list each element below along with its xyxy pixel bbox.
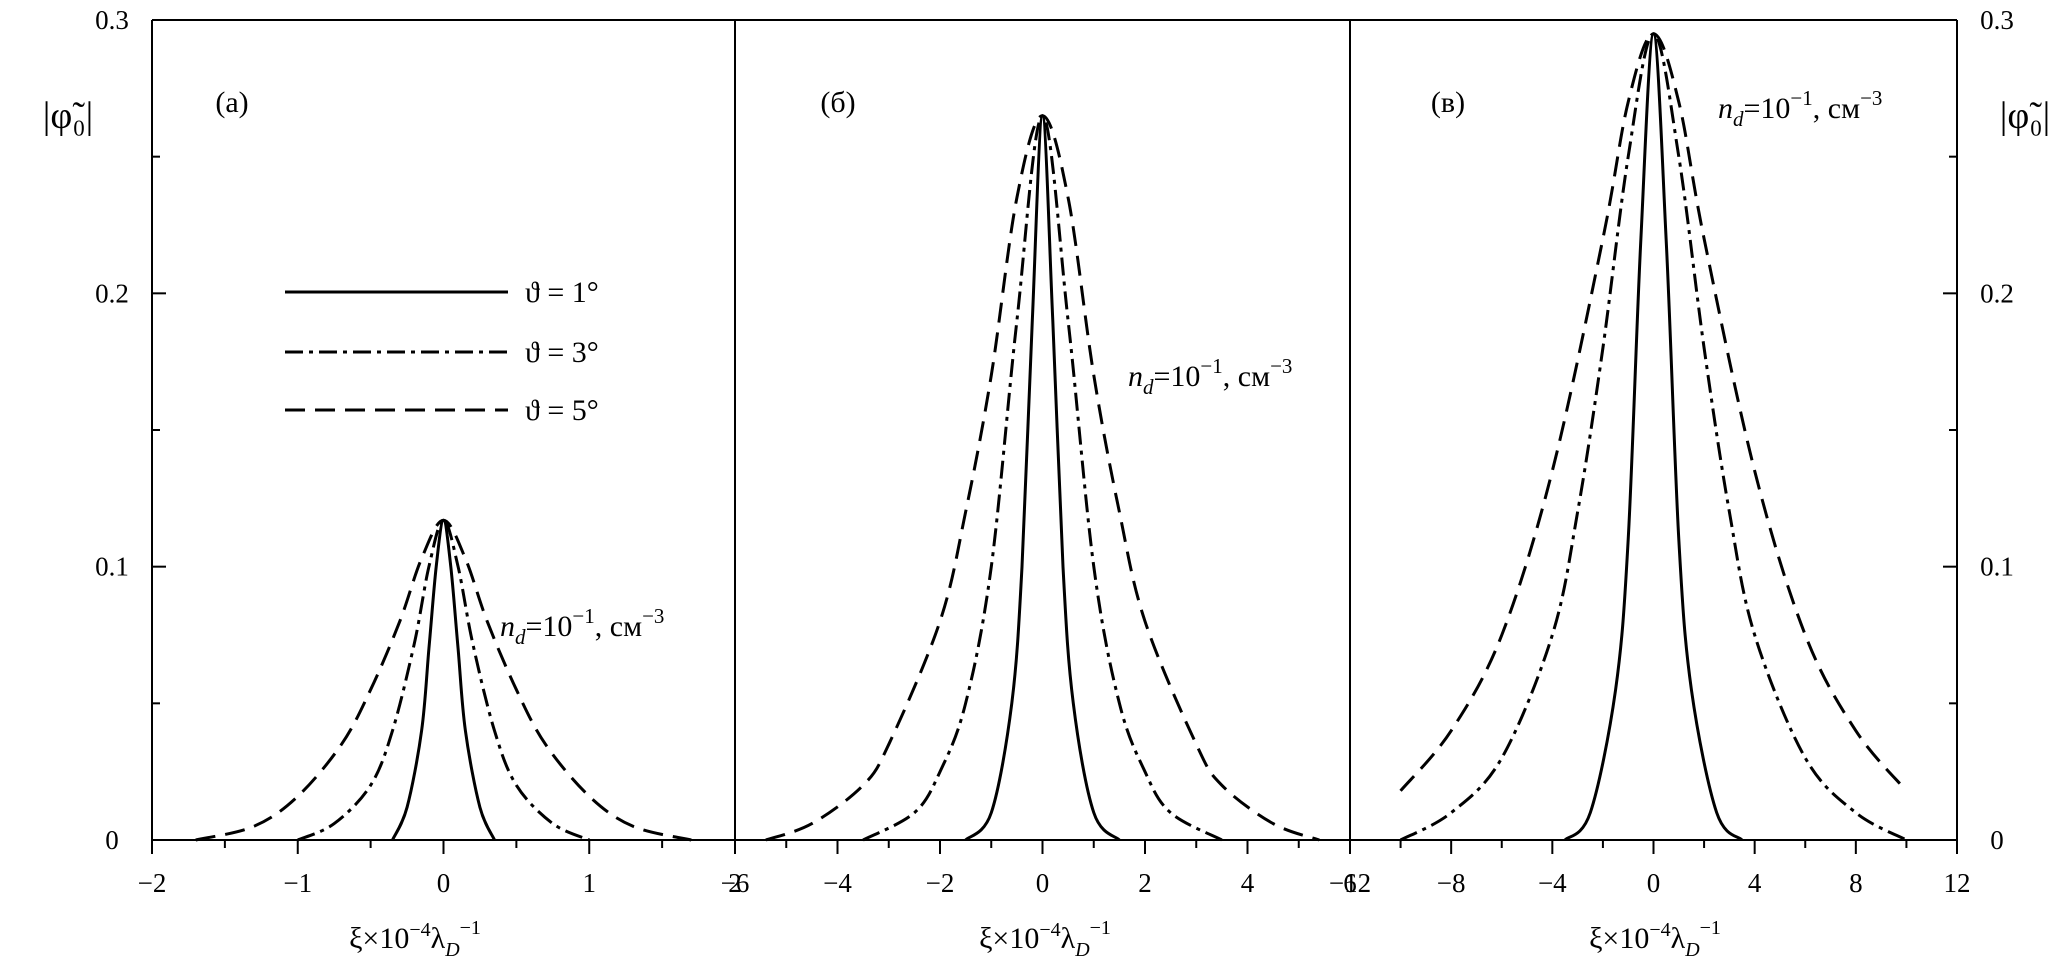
x-tick-label: 4: [1748, 868, 1762, 898]
series-line: [1399, 32, 1908, 792]
x-tick-label: 2: [728, 868, 742, 898]
x-tick-label: −4: [1538, 868, 1567, 898]
x-tick-label: 0: [1647, 868, 1661, 898]
x-tick-label: 0: [437, 868, 451, 898]
y-axis-title-right: |φ̃₀|: [2000, 95, 2050, 137]
x-tick-label: 4: [1241, 868, 1255, 898]
density-annotation: nd=10−1, см−3: [1718, 86, 1882, 131]
legend-label: ϑ = 3°: [525, 336, 599, 369]
x-tick-label: 2: [1138, 868, 1152, 898]
x-tick-label: −2: [926, 868, 955, 898]
panels: −2 −1 0 1 2ξ×10−4λD−1(а)nd=10−1, см−3−6 −4 −2 0…: [138, 32, 1971, 957]
y-tick-label: 0.1: [1980, 552, 2014, 582]
y-tick-label: 0.3: [95, 5, 129, 35]
panel: −6 −4 −2 0 2 4 6 ξ×10−4λD−1 (б) nd=10−1, см−3: [721, 86, 1357, 957]
x-tick-label: −8: [1437, 868, 1466, 898]
y-tick-label: 0.3: [1980, 5, 2014, 35]
legend: ϑ = 1° ϑ = 3° ϑ = 5°: [285, 276, 599, 427]
series-line: [1399, 32, 1908, 842]
x-axis-label: ξ×10−4λD−1: [979, 917, 1111, 957]
x-tick-label: 12: [1944, 868, 1971, 898]
x-tick-label: −6: [721, 868, 750, 898]
y-tick-label: 0: [1990, 825, 2004, 855]
x-tick-label: 1: [583, 868, 597, 898]
panel-tag: (а): [215, 86, 248, 119]
panel-tag: (б): [820, 86, 855, 119]
y-axis-title-left: |φ̃₀|: [43, 95, 93, 137]
y-tick-label: 0.1: [95, 552, 129, 582]
x-axis-label: ξ×10−4λD−1: [349, 917, 481, 957]
series-line: [195, 518, 692, 842]
series-line: [297, 518, 590, 842]
x-tick-label: −1: [283, 868, 312, 898]
panel-tag: (в): [1431, 86, 1465, 119]
panel: −2 −1 0 1 2 ξ×10−4λD−1 (а) nd=10−1, см−3: [138, 86, 742, 957]
series-line: [391, 518, 496, 841]
legend-label: ϑ = 5°: [525, 394, 599, 427]
x-tick-label: 8: [1849, 868, 1863, 898]
y-tick-label: 0: [105, 825, 119, 855]
y-tick-label: 0.2: [95, 278, 129, 308]
x-tick-label: 0: [1036, 868, 1050, 898]
legend-label: ϑ = 1°: [525, 276, 599, 309]
x-tick-label: 6: [1343, 868, 1357, 898]
x-axis-label: ξ×10−4λD−1: [1589, 917, 1721, 957]
density-annotation: nd=10−1, см−3: [1128, 354, 1292, 399]
x-tick-label: −12: [1329, 868, 1371, 898]
series-line: [1563, 32, 1744, 842]
density-annotation: nd=10−1, см−3: [500, 604, 664, 649]
x-tick-label: −4: [823, 868, 852, 898]
frame: 0 0 0.1 0.1 0.2 0.2 0.3 0.3 |φ̃₀| |φ̃₀|: [43, 5, 2050, 855]
y-tick-label: 0.2: [1980, 278, 2014, 308]
series-line: [862, 114, 1223, 842]
panel: −12 −8 −4 0 4 8 12 ξ×10−4λD−1 (в) nd=10−1, см−3: [1329, 32, 1971, 957]
series-line: [964, 114, 1121, 842]
x-tick-label: −2: [138, 868, 167, 898]
series-line: [765, 114, 1320, 842]
